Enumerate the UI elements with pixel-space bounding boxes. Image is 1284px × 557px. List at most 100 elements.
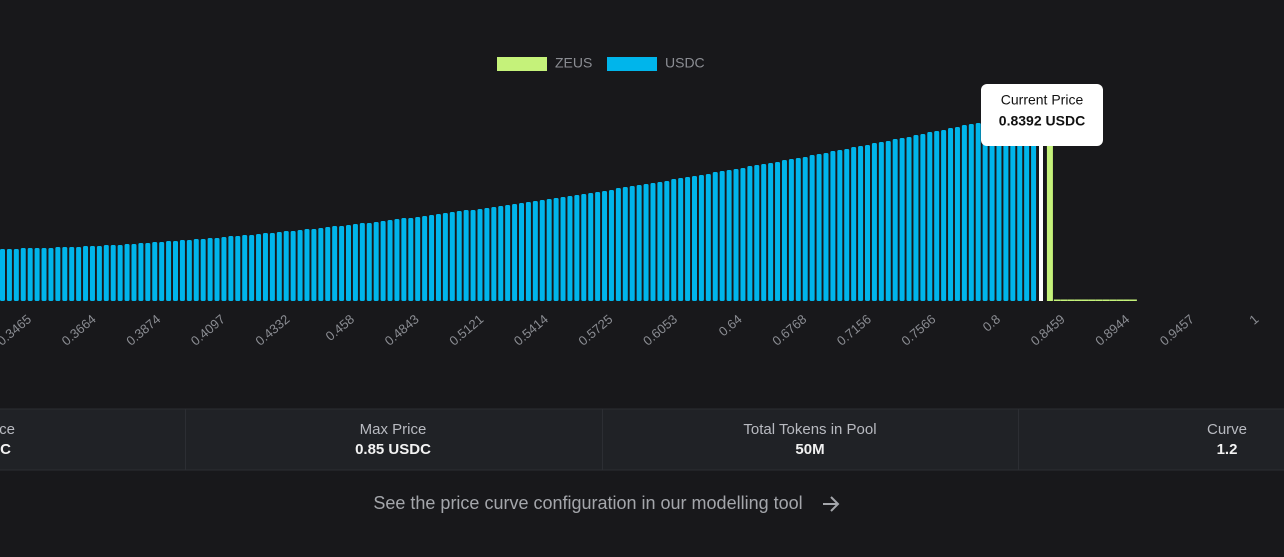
bar xyxy=(636,185,642,301)
bar xyxy=(20,248,26,301)
bar xyxy=(83,246,89,301)
bar xyxy=(332,226,338,301)
x-tick-label: 0.8944 xyxy=(1092,311,1132,348)
bar xyxy=(366,223,372,301)
bar xyxy=(1129,299,1137,301)
bar xyxy=(145,243,151,301)
bar xyxy=(927,132,933,301)
bar xyxy=(1046,146,1053,301)
bar xyxy=(311,229,317,301)
bar xyxy=(48,248,54,301)
bar xyxy=(629,186,635,301)
bar xyxy=(892,139,898,301)
bar xyxy=(276,232,282,301)
arrow-icon[interactable] xyxy=(823,496,840,512)
bar xyxy=(775,162,781,301)
bar xyxy=(996,118,1002,301)
x-tick-label: 0.458 xyxy=(323,311,358,343)
x-tick-label: 0.3664 xyxy=(59,311,99,348)
bar xyxy=(678,178,684,301)
x-tick-label: 1 xyxy=(1246,311,1261,327)
x-tick-label: 0.7566 xyxy=(898,311,938,348)
bar xyxy=(532,201,538,301)
bar xyxy=(124,244,130,301)
bar xyxy=(297,230,303,301)
bar xyxy=(166,241,172,301)
bar xyxy=(705,174,711,301)
stat-value: C xyxy=(0,441,11,458)
bar xyxy=(415,217,421,301)
bar xyxy=(989,120,995,301)
bar xyxy=(948,128,954,301)
bar xyxy=(138,243,144,301)
x-tick-label: 0.4843 xyxy=(382,311,422,348)
bar xyxy=(602,191,608,301)
bar xyxy=(595,192,601,301)
bar xyxy=(262,233,268,301)
current-price-marker xyxy=(1039,120,1043,301)
bar xyxy=(588,193,594,301)
bar xyxy=(1031,111,1037,301)
bar xyxy=(802,157,808,301)
bar xyxy=(152,242,158,301)
bar xyxy=(664,181,670,301)
bar xyxy=(830,151,836,301)
x-tick-label: 0.4332 xyxy=(252,311,292,348)
x-tick-label: 0.7156 xyxy=(834,311,874,348)
bar xyxy=(435,214,441,301)
bar xyxy=(387,220,393,301)
footer-link[interactable]: See the price curve configuration in our… xyxy=(373,493,840,513)
bar xyxy=(449,212,455,301)
bar xyxy=(256,234,262,301)
bar xyxy=(401,218,407,301)
bar xyxy=(1095,299,1103,301)
bar xyxy=(871,143,877,301)
bar xyxy=(484,208,490,301)
bar xyxy=(69,247,75,301)
bar xyxy=(456,211,462,301)
bar xyxy=(221,237,227,301)
bar xyxy=(1024,112,1030,301)
bar xyxy=(159,242,165,301)
bar xyxy=(200,239,206,301)
bar xyxy=(747,166,753,301)
bar xyxy=(546,199,552,301)
bar xyxy=(567,196,573,301)
stat-label: ce xyxy=(0,421,15,438)
bar xyxy=(574,195,580,301)
bar xyxy=(463,210,469,301)
x-tick-label: 0.5121 xyxy=(446,311,486,348)
bar xyxy=(214,238,220,301)
bar xyxy=(89,246,95,301)
bar xyxy=(712,172,718,301)
bar xyxy=(103,245,109,301)
bar xyxy=(934,131,940,301)
bar xyxy=(968,124,974,301)
bar xyxy=(1017,114,1023,301)
bar xyxy=(1067,299,1075,301)
legend-label: USDC xyxy=(665,55,705,71)
bar xyxy=(394,219,400,301)
footer-link-text[interactable]: See the price curve configuration in our… xyxy=(373,493,802,513)
bar xyxy=(809,155,815,301)
bar xyxy=(719,171,725,301)
bar xyxy=(795,158,801,301)
bar xyxy=(117,245,123,301)
bar xyxy=(290,231,296,301)
bar xyxy=(352,224,358,301)
bar xyxy=(498,206,504,301)
bar xyxy=(1088,299,1096,301)
bar xyxy=(283,231,289,301)
bar xyxy=(318,228,324,301)
bar xyxy=(442,213,448,301)
bar xyxy=(1003,117,1009,301)
bar xyxy=(823,153,829,301)
bar xyxy=(671,179,677,301)
bar xyxy=(692,176,697,301)
bar xyxy=(733,169,739,301)
bar xyxy=(954,127,960,301)
bar xyxy=(781,160,787,301)
bar xyxy=(913,135,919,301)
bar xyxy=(173,241,178,301)
tooltip-value: 0.8392 USDC xyxy=(999,113,1085,129)
